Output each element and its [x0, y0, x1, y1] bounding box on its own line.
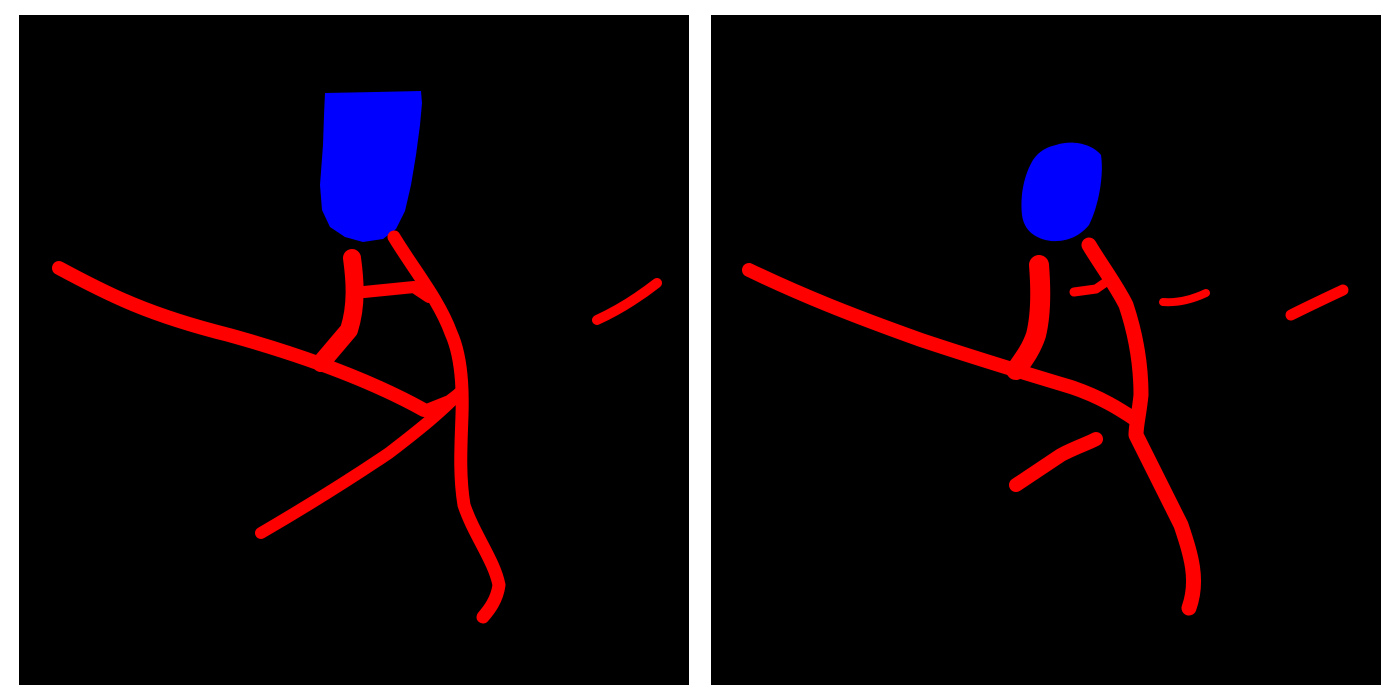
left-segmentation-panel [19, 15, 689, 685]
left-vessel-right-trunk [387, 230, 506, 624]
right-red-vessels [742, 237, 1349, 616]
right-vessel-right-trunk [1081, 237, 1202, 616]
left-vessel-connector [358, 281, 435, 303]
left-red-vessels [52, 230, 662, 624]
right-vessel-main-diagonal [742, 263, 1143, 427]
left-vessel-main-diagonal [52, 261, 431, 417]
left-vessel-lower-branch [255, 384, 468, 539]
left-vessel-fragment [592, 278, 662, 325]
right-segmentation-mask [742, 142, 1349, 616]
right-vessel-short-branch [1006, 255, 1051, 380]
left-vessel-short-branch [312, 249, 364, 372]
left-segmentation-mask [52, 91, 662, 624]
right-segmentation-panel [711, 15, 1381, 685]
right-vessel-connector [1069, 275, 1114, 297]
left-blue-region [320, 91, 422, 242]
right-vessel-fragment-b [1285, 284, 1349, 321]
left-vessel-junction [419, 385, 467, 415]
right-vessel-fragment-c [1009, 432, 1103, 492]
right-vessel-fragment-a [1159, 289, 1210, 307]
right-blue-region [1021, 142, 1102, 242]
